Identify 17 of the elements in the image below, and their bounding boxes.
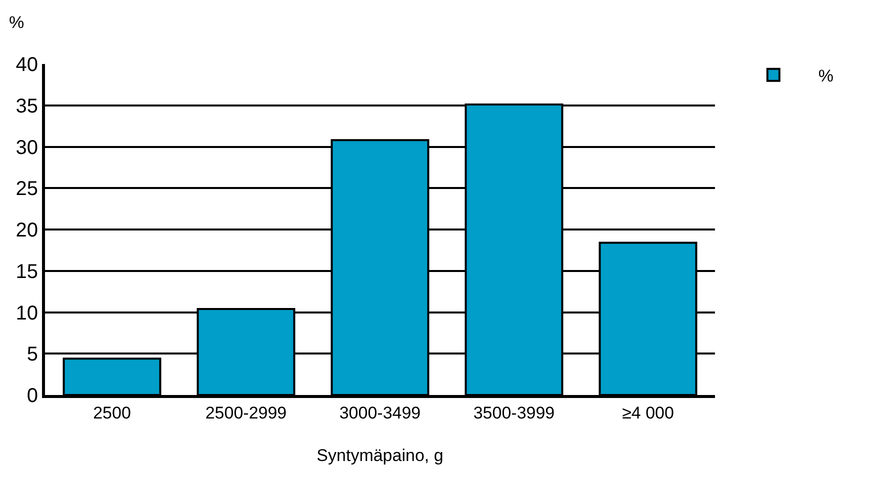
y-tick-label: 40 bbox=[16, 54, 38, 76]
x-tick-label: 3500-3999 bbox=[473, 403, 555, 422]
y-tick-label: 20 bbox=[16, 220, 38, 242]
y-tick-label: 0 bbox=[26, 385, 38, 407]
y-tick-label: 10 bbox=[16, 302, 38, 324]
x-tick-label: ≥4 000 bbox=[622, 403, 674, 422]
y-tick-label: 30 bbox=[16, 136, 38, 159]
y-tick-label: 25 bbox=[16, 178, 38, 200]
legend-label: % bbox=[818, 66, 834, 86]
x-tick-label: 2500 bbox=[93, 403, 131, 422]
y-tick-label: 5 bbox=[26, 344, 38, 366]
y-tick-label: 15 bbox=[16, 260, 38, 283]
x-tick-label: 3000-3499 bbox=[339, 403, 421, 422]
y-tick-label: 35 bbox=[16, 95, 38, 118]
y-axis-title: % bbox=[9, 13, 24, 32]
x-axis-title: Syntymäpaino, g bbox=[316, 446, 444, 465]
x-tick-label: 2500-2999 bbox=[205, 403, 287, 422]
